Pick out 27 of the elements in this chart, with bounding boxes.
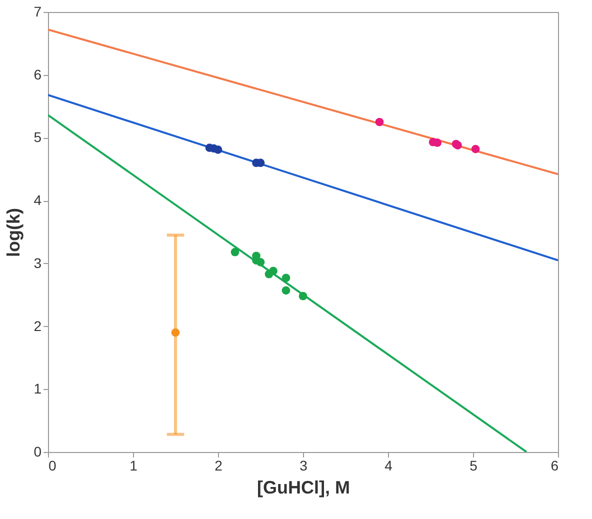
x-tick-label: 6 (550, 458, 559, 474)
point (282, 274, 290, 282)
x-tick-label: 0 (48, 458, 56, 474)
x-tick-label: 2 (214, 458, 223, 474)
x-axis-title: [GuHCl], M (257, 478, 350, 498)
y-tick-label: 3 (34, 254, 42, 271)
point (375, 118, 384, 126)
x-tick-label: 1 (130, 458, 138, 474)
point (282, 286, 290, 295)
y-tick-label: 1 (34, 380, 42, 397)
point (230, 248, 240, 256)
x-tick-label: 3 (300, 458, 308, 474)
y-tick-label: 5 (34, 129, 42, 146)
y-tick-label: 6 (34, 66, 42, 82)
point (269, 266, 278, 276)
x-tick-label: 4 (384, 458, 393, 474)
point (214, 145, 222, 154)
point (171, 328, 180, 337)
y-tick-label: 0 (34, 444, 42, 460)
point (256, 258, 265, 266)
y-tick-label: 7 (34, 4, 42, 20)
point (471, 144, 480, 154)
y-tick-label: 2 (34, 318, 42, 334)
x-tick-label: 5 (470, 458, 478, 474)
y-tick-label: 4 (34, 192, 42, 208)
y-axis-title: log(k) (4, 208, 24, 257)
point (298, 292, 308, 300)
